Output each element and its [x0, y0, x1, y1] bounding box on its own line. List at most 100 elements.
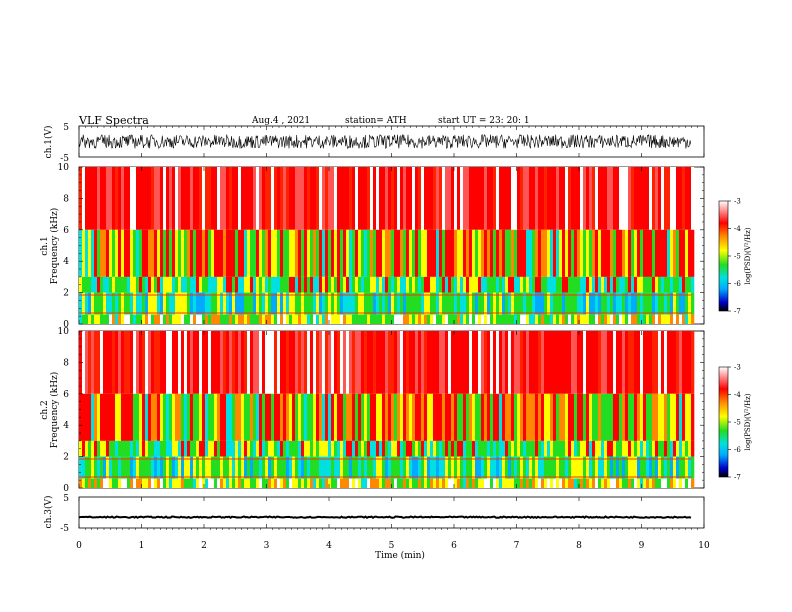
- ch2-spectrogram-cell: [196, 456, 200, 479]
- ch1-spectrogram-cell: [508, 292, 512, 315]
- ch1-spectrogram-cell: [223, 167, 227, 230]
- ch1-spectrogram-cell: [322, 167, 326, 230]
- ch2-spectrogram-cell: [220, 440, 224, 457]
- ch1-spectrogram-cell: [685, 292, 689, 315]
- ch2-spectrogram-cell: [136, 393, 140, 441]
- ch2-spectrogram-cell: [250, 478, 254, 488]
- ch2-spectrogram-cell: [157, 440, 161, 457]
- ch1-spectrogram-cell: [223, 276, 227, 293]
- ch1-spectrogram-cell: [370, 314, 374, 324]
- ch1-spectrogram-cell: [208, 229, 212, 277]
- ch1-spectrogram-cell: [94, 314, 98, 324]
- ch1-spectrogram-cell: [376, 276, 380, 293]
- ch2-spectrogram-cell: [676, 456, 680, 479]
- ch2-spectrogram-cell: [142, 456, 146, 479]
- ch2-spectrogram-cell: [316, 440, 320, 457]
- ch2-spectrogram-cell: [544, 440, 548, 457]
- ch2-spectrogram-cell: [361, 331, 365, 394]
- ch2-spectrogram-cell: [505, 456, 509, 479]
- ch1-spectrogram-cell: [391, 292, 395, 315]
- ch1-spectrogram-cell: [289, 292, 293, 315]
- ch1-spectrogram-cell: [118, 229, 122, 277]
- ch1-spectrogram-cell: [547, 167, 551, 230]
- ch2-spectrogram-cell: [181, 456, 185, 479]
- ch2-spectrogram-cell: [505, 393, 509, 441]
- ch1-spectrogram-cell: [454, 276, 458, 293]
- ch1-spectrogram-cell: [136, 292, 140, 315]
- ch2-spectrogram-cell: [472, 456, 476, 479]
- ch2-spectrogram-cell: [337, 331, 341, 394]
- ch1-spectrogram-cell: [607, 292, 611, 315]
- ch2-spectrogram-cell: [103, 478, 107, 488]
- ch2-spectrogram-cell: [418, 440, 422, 457]
- ch2-ytick-label: 0: [63, 484, 69, 494]
- ch2-spectrogram-cell: [94, 331, 98, 394]
- ch1-spectrogram-cell: [466, 314, 470, 324]
- ch1-spectrogram-cell: [448, 229, 452, 277]
- ch2-spectrogram-cell: [511, 331, 515, 394]
- ch2-spectrogram-cell: [331, 331, 335, 394]
- ch2-spectrogram-cell: [193, 478, 197, 488]
- ch1-spectrogram-cell: [499, 314, 503, 324]
- ch2-spectrogram-cell: [190, 440, 194, 457]
- ch1-spectrogram-cell: [370, 229, 374, 277]
- ch2-spectrogram-cell: [265, 478, 269, 488]
- ch2-spectrogram-cell: [586, 393, 590, 441]
- ch2-spectrogram-cell: [553, 393, 557, 441]
- ch2-spectrogram-cell: [301, 456, 305, 479]
- ch2-spectrogram-cell: [166, 331, 170, 394]
- ch1-spectrogram-cell: [439, 314, 443, 324]
- ch1-spectrogram-cell: [682, 229, 686, 277]
- ch1-spectrogram-cell: [421, 292, 425, 315]
- ch2-spectrogram-cell: [364, 331, 368, 394]
- colorbar-tick-label: -3: [734, 364, 741, 372]
- ch1-spectrogram-cell: [454, 167, 458, 230]
- ch2-spectrogram-cell: [238, 440, 242, 457]
- ch2-spectrogram-cell: [484, 456, 488, 479]
- ch1-spectrogram-cell: [247, 292, 251, 315]
- ch2-spectrogram-cell: [148, 331, 152, 394]
- ch2-spectrogram-cell: [316, 331, 320, 394]
- ch1-spectrogram-cell: [559, 276, 563, 293]
- ch1-spectrogram-cell: [202, 229, 206, 277]
- ch1-spectrogram-cell: [229, 167, 233, 230]
- ch1-spectrogram-cell: [262, 167, 266, 230]
- ch2-spectrogram-cell: [268, 456, 272, 479]
- ch2-spectrogram-cell: [625, 331, 629, 394]
- ch2-spectrogram-cell: [394, 393, 398, 441]
- ch2-spectrogram-cell: [403, 393, 407, 441]
- ch1-spectrogram-cell: [487, 167, 491, 230]
- ch2-spectrogram-cell: [550, 440, 554, 457]
- ch2-spectrogram-cell: [409, 478, 413, 488]
- ch1-spectrogram-cell: [166, 167, 170, 230]
- ch1-spectrogram-cell: [136, 229, 140, 277]
- ch1-spectrogram-cell: [559, 167, 563, 230]
- ch1-spectrogram-cell: [289, 167, 293, 230]
- ch2-spectrogram-cell: [355, 440, 359, 457]
- ch2-spectrogram-cell: [538, 440, 542, 457]
- ch2-spectrogram-cell: [454, 393, 458, 441]
- ch1-spectrogram-cell: [505, 292, 509, 315]
- ch1-spectrogram-cell: [214, 229, 218, 277]
- ch1-spectrogram-cell: [340, 229, 344, 277]
- ch1-spectrogram-cell: [676, 276, 680, 293]
- ch1-spectrogram-cell: [226, 229, 230, 277]
- ch2-spectrogram-cell: [586, 456, 590, 479]
- ch2-spectrogram-cell: [595, 456, 599, 479]
- ch1-spectrogram-cell: [97, 314, 101, 324]
- ch1-spectrogram-cell: [640, 167, 644, 230]
- ch1-spectrogram-cell: [340, 276, 344, 293]
- ch1-spectrogram-cell: [163, 167, 167, 230]
- ch2-spectrogram-cell: [616, 440, 620, 457]
- ch2-spectrogram-cell: [319, 478, 323, 488]
- ch1-spectrogram-cell: [400, 276, 404, 293]
- ch2-spectrogram-cell: [112, 331, 116, 394]
- ch1-spectrogram-cell: [667, 292, 671, 315]
- ch1-spectrogram-cell: [520, 292, 524, 315]
- ch2-spectrogram-cell: [634, 393, 638, 441]
- ch2-spectrogram-cell: [508, 440, 512, 457]
- ch2-spectrogram-cell: [397, 393, 401, 441]
- ch2-spectrogram-cell: [448, 331, 452, 394]
- ch1-spectrogram-cell: [163, 276, 167, 293]
